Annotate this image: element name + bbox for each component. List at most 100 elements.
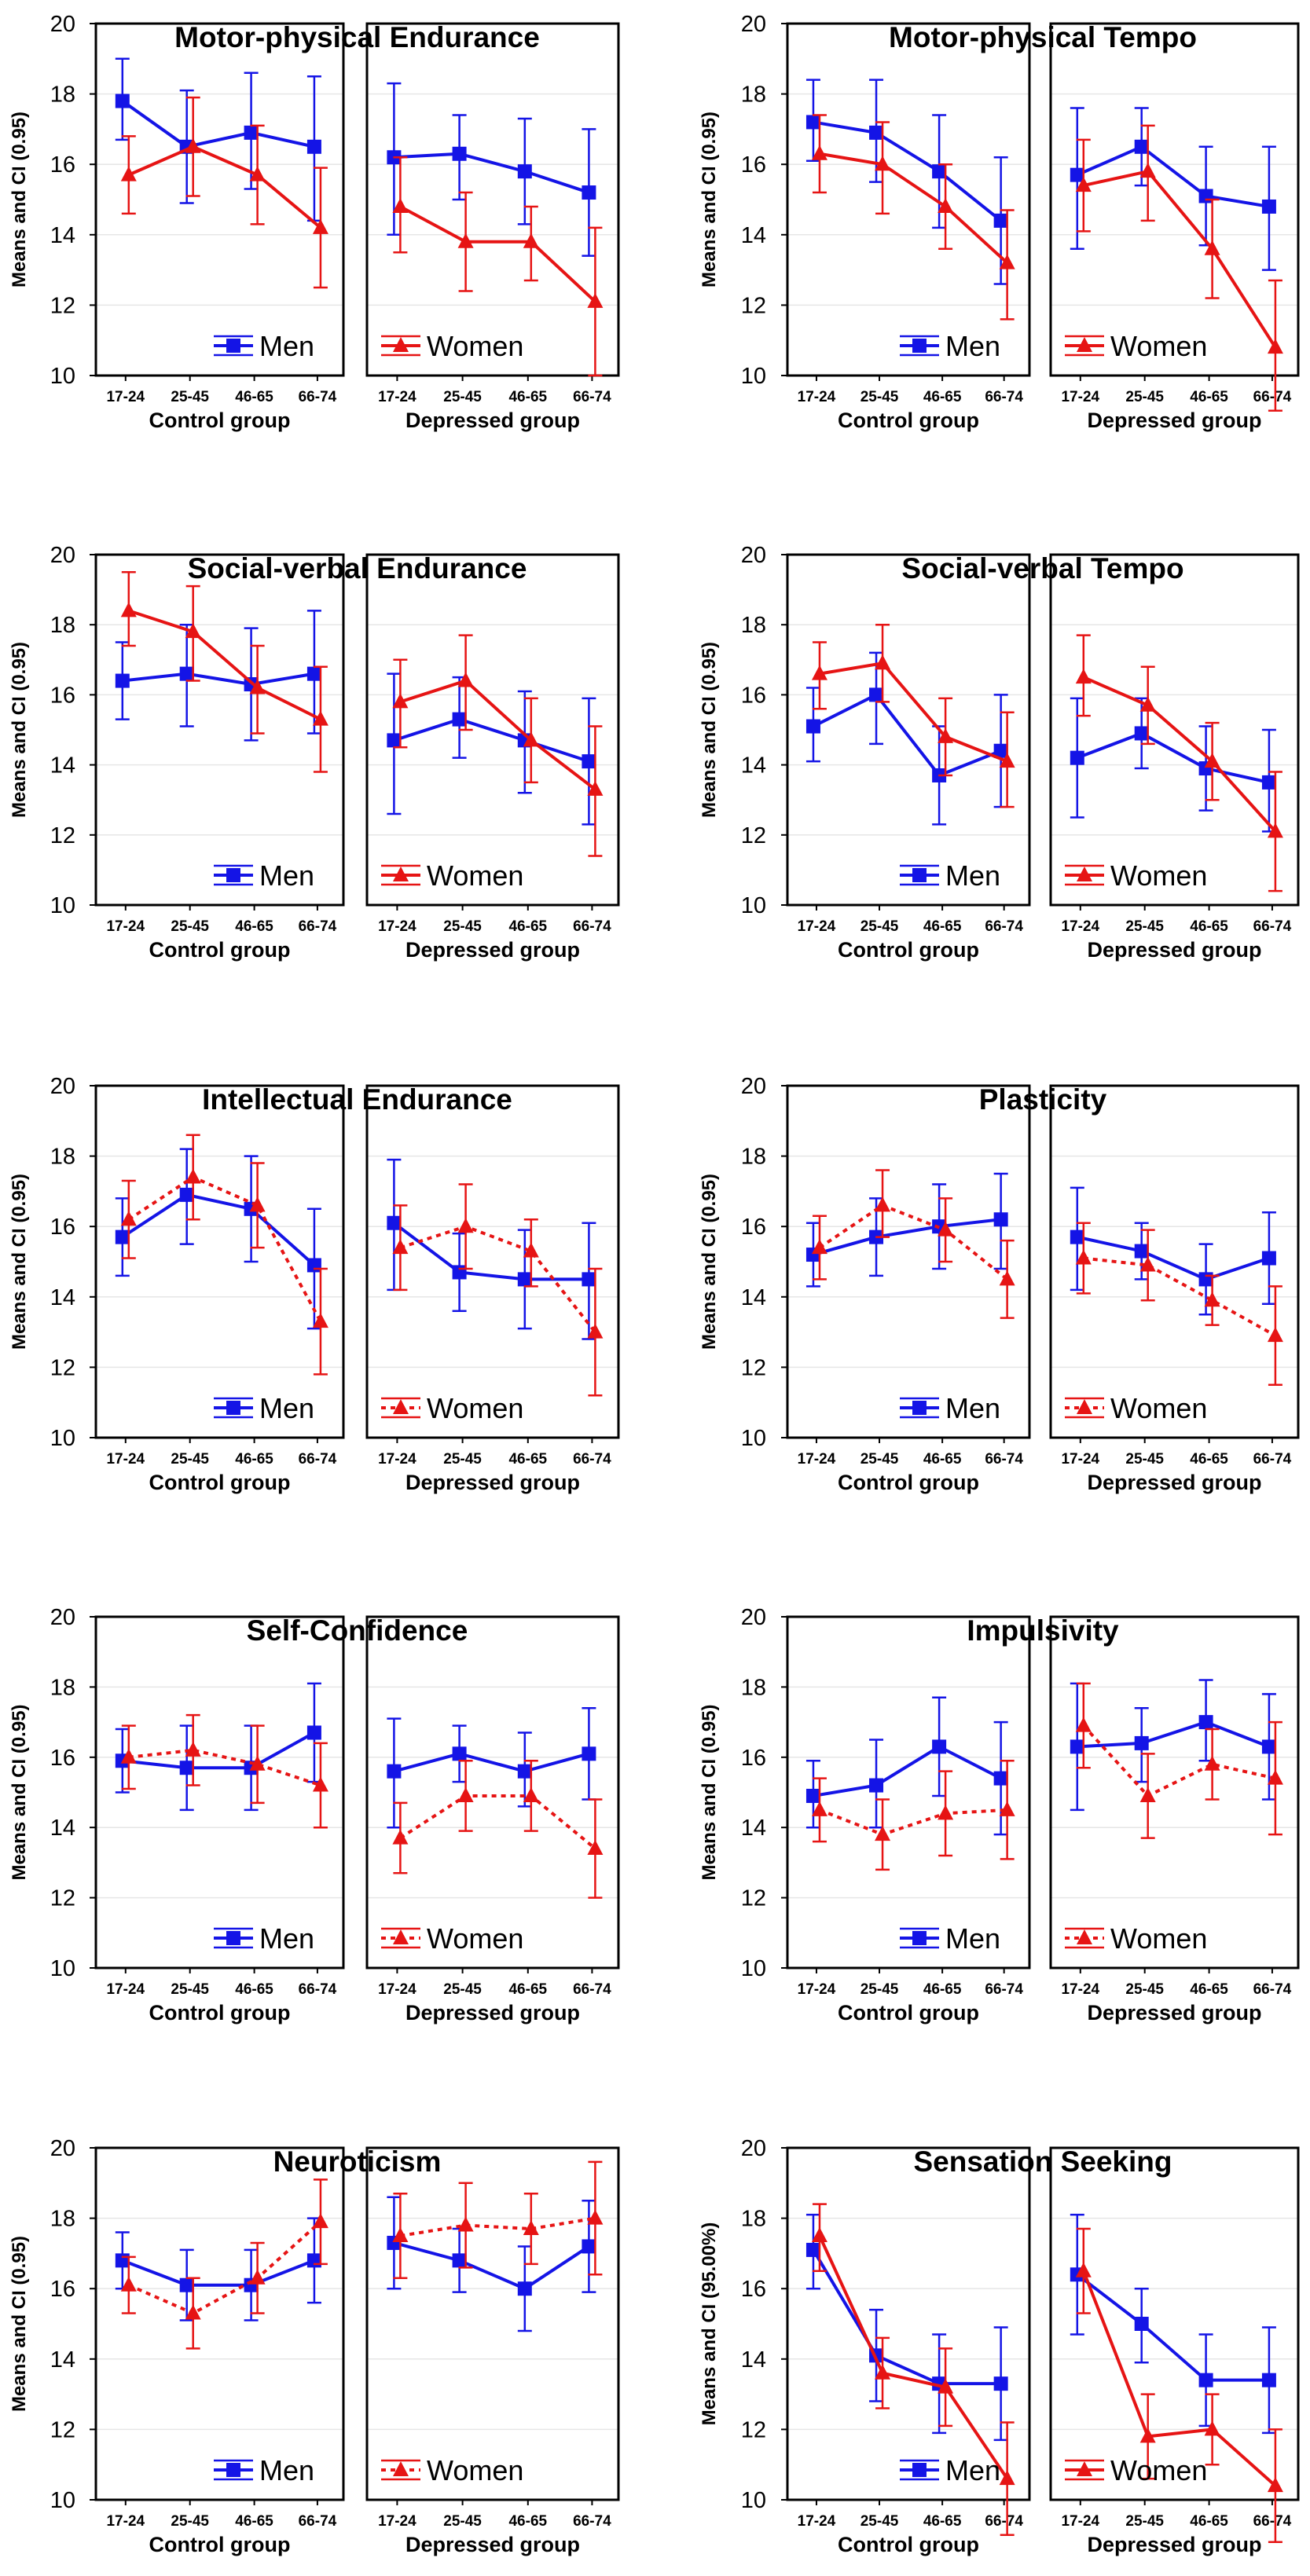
y-axis-label: Means and CI (0.95) <box>9 1174 30 1350</box>
x-group-label: Control group <box>149 1471 291 1494</box>
x-tick-label: 17-24 <box>106 918 145 935</box>
data-point <box>1075 669 1092 684</box>
series-line <box>399 1225 596 1333</box>
series-women <box>120 1134 328 1376</box>
x-group-label: Depressed group <box>1087 409 1261 432</box>
series-women <box>811 2203 1015 2537</box>
data-point <box>869 687 884 702</box>
data-point <box>993 743 1008 758</box>
y-tick-label: 20 <box>50 12 75 37</box>
data-point <box>587 780 604 796</box>
data-point <box>938 1805 954 1820</box>
chart-3: 10 12 14 16 18 20 Means and CI (0.95) 17-24 25-4… <box>9 543 620 962</box>
data-point <box>1139 1256 1156 1272</box>
data-point <box>387 1764 402 1779</box>
legend-marker <box>1077 1929 1092 1944</box>
data-point <box>1075 1249 1092 1265</box>
x-tick-label: 46-65 <box>1190 389 1228 405</box>
x-tick-label: 66-74 <box>985 1981 1023 1998</box>
chart-2: 10 12 14 16 18 20 Means and CI (0.95) 17-24 25-4… <box>699 12 1300 432</box>
x-group-label: Control group <box>149 2001 291 2025</box>
series-line <box>122 1731 315 1770</box>
legend-label: Men <box>945 1922 1000 1955</box>
legend-women: Women <box>1065 859 1207 892</box>
data-point <box>875 1826 891 1841</box>
y-tick-label: 20 <box>50 543 75 568</box>
chart-title: Social-verbal Endurance <box>188 552 527 584</box>
data-point <box>1261 199 1276 214</box>
data-point <box>993 2376 1008 2391</box>
x-tick-label: 66-74 <box>1253 1451 1292 1468</box>
x-tick-label: 25-45 <box>1125 1981 1164 1998</box>
data-point <box>457 2216 474 2232</box>
series-line <box>1083 676 1277 833</box>
y-tick-label: 18 <box>50 1145 75 1170</box>
legend-label: Women <box>1110 1922 1207 1955</box>
y-tick-label: 18 <box>741 1145 766 1170</box>
x-tick-label: 66-74 <box>1253 2513 1292 2530</box>
series-women <box>1075 2227 1283 2544</box>
x-group-label: Control group <box>838 1471 979 1494</box>
panel-control: 17-24 25-45 46-65 66-74 Control group <box>94 553 345 962</box>
x-tick-label: 46-65 <box>1190 1451 1228 1468</box>
x-tick-label: 25-45 <box>171 918 209 935</box>
panel-frame <box>1049 1084 1300 1439</box>
y-tick-label: 12 <box>50 2417 75 2442</box>
series-line <box>127 1175 322 1323</box>
data-point <box>312 1313 328 1328</box>
data-point <box>523 1786 539 1802</box>
y-tick-label: 14 <box>741 223 766 248</box>
legend-label: Women <box>427 330 523 362</box>
data-point <box>582 185 596 200</box>
x-tick-label: 17-24 <box>798 1981 836 1998</box>
panel-depressed: 17-24 25-45 46-65 66-74 Depressed group <box>365 1084 620 1494</box>
data-point <box>523 1242 539 1258</box>
legend-marker <box>912 2463 927 2477</box>
legend-label: Women <box>1110 330 1207 362</box>
x-tick-label: 25-45 <box>1125 1451 1164 1468</box>
series-line <box>818 2235 1009 2480</box>
y-tick-label: 16 <box>741 1746 766 1771</box>
data-point <box>1204 2420 1220 2436</box>
data-point <box>306 2253 321 2268</box>
data-point <box>185 623 201 639</box>
chart-title: Self-Confidence <box>247 1614 468 1647</box>
x-group-label: Control group <box>838 938 979 962</box>
data-point <box>587 1840 604 1856</box>
series-line <box>400 2216 596 2237</box>
panel-frame <box>786 1084 1031 1439</box>
data-point <box>938 1221 954 1237</box>
legend-label: Men <box>259 330 314 362</box>
y-tick-label: 18 <box>741 1675 766 1700</box>
y-tick-label: 10 <box>741 2488 766 2513</box>
panel-control: 17-24 25-45 46-65 66-74 Control group <box>786 553 1031 962</box>
x-group-label: Control group <box>838 2001 979 2025</box>
series-men <box>387 2196 596 2332</box>
data-point <box>452 146 467 161</box>
legend-marker <box>912 1401 927 1415</box>
series-women <box>1075 124 1283 412</box>
data-point <box>999 254 1015 269</box>
legend-marker <box>226 2463 240 2477</box>
x-tick-label: 46-65 <box>508 2513 547 2530</box>
x-tick-label: 46-65 <box>235 2513 273 2530</box>
y-axis-label: Means and CI (0.95) <box>9 1704 30 1880</box>
series-women <box>1075 634 1283 892</box>
data-point <box>312 1776 328 1792</box>
y-tick-label: 20 <box>741 543 766 568</box>
panel-control: 17-24 25-45 46-65 66-74 Control group <box>94 2146 345 2556</box>
x-tick-label: 25-45 <box>860 1451 899 1468</box>
y-tick-label: 16 <box>741 152 766 178</box>
series-men <box>387 1706 596 1829</box>
series-line <box>1083 1256 1276 1337</box>
series-line <box>1077 731 1270 784</box>
panel-frame <box>365 553 620 907</box>
series-women <box>120 1713 328 1829</box>
x-tick-label: 25-45 <box>860 2513 899 2530</box>
data-point <box>457 233 474 248</box>
panel-depressed: 17-24 25-45 46-65 66-74 Depressed group <box>365 1615 620 2025</box>
chart-title: Neuroticism <box>273 2145 442 2178</box>
chart-6: 10 12 14 16 18 20 Means and CI (0.95) 17-24 25-4… <box>699 1074 1300 1494</box>
data-point <box>1261 2373 1276 2387</box>
series-line <box>394 152 590 194</box>
